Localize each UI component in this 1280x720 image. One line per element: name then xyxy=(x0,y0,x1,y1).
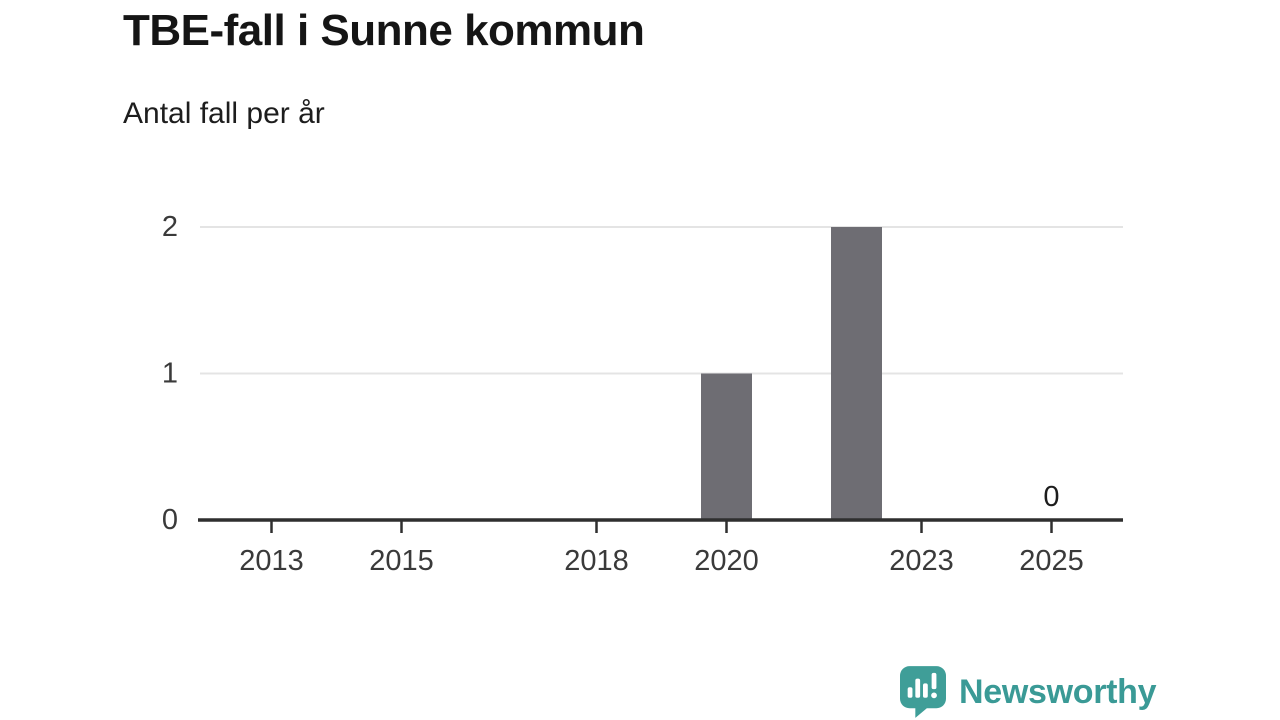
y-tick-label: 2 xyxy=(162,211,178,243)
x-tick-label: 2023 xyxy=(889,545,954,577)
newsworthy-logo: Newsworthy xyxy=(900,666,1157,718)
x-tick-label: 2013 xyxy=(239,545,304,577)
x-tick-label: 2015 xyxy=(369,545,434,577)
x-tick-label: 2025 xyxy=(1019,545,1084,577)
chart-title: TBE-fall i Sunne kommun xyxy=(123,6,645,55)
brand-name: Newsworthy xyxy=(959,672,1157,711)
y-tick-label: 1 xyxy=(162,358,178,390)
bar-value-label: 0 xyxy=(1043,481,1059,513)
x-tick-label: 2020 xyxy=(694,545,759,577)
bar xyxy=(831,227,882,520)
y-tick-label: 0 xyxy=(162,504,178,536)
x-tick-label: 2018 xyxy=(564,545,629,577)
speech-bubble-bar-chart-icon xyxy=(900,666,946,718)
bar xyxy=(701,373,752,520)
chart-subtitle: Antal fall per år xyxy=(123,97,325,130)
